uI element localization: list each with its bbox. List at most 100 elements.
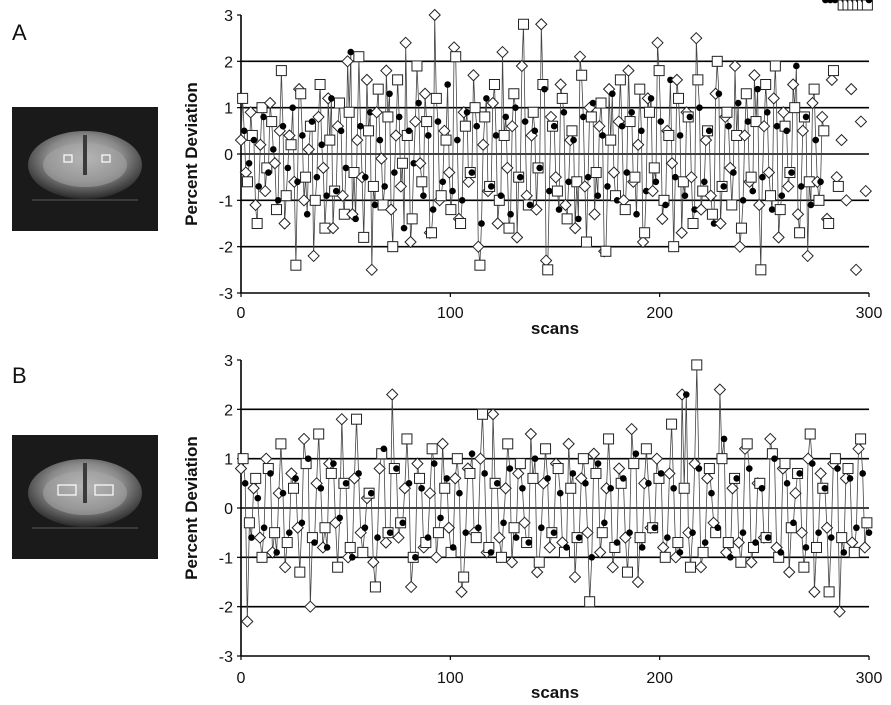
point-diamond <box>562 437 575 451</box>
point-diamond <box>474 452 487 465</box>
point-circle <box>473 122 481 130</box>
point-square <box>619 204 631 216</box>
point-diamond <box>772 231 785 244</box>
y-tick-label: 0 <box>224 501 233 518</box>
point-diamond <box>384 203 398 216</box>
point-circle <box>793 62 800 70</box>
point-circle <box>584 173 592 181</box>
point-circle <box>865 529 873 536</box>
point-diamond <box>757 119 771 133</box>
point-circle <box>323 544 331 551</box>
point-diamond <box>625 422 638 436</box>
point-diamond <box>535 18 548 31</box>
point-diamond <box>685 170 698 184</box>
point-circle <box>437 514 444 522</box>
y-axis-label: Percent Deviation <box>182 82 201 226</box>
point-circle <box>240 127 248 135</box>
point-diamond <box>622 64 635 77</box>
y-tick-label: -2 <box>219 240 233 257</box>
point-circle <box>371 201 379 209</box>
point-circle <box>332 187 340 195</box>
point-square <box>643 106 655 118</box>
point-circle <box>506 465 514 472</box>
point-square <box>250 472 262 484</box>
point-diamond <box>455 585 468 599</box>
point-square <box>470 532 482 544</box>
point-square <box>829 453 841 465</box>
point-diamond <box>404 580 418 594</box>
point-circle <box>328 95 335 102</box>
point-circle <box>638 544 646 551</box>
point-circle <box>563 544 570 551</box>
point-square <box>251 218 263 229</box>
point-circle <box>579 113 587 121</box>
point-diamond <box>297 194 311 207</box>
point-circle <box>456 489 463 497</box>
point-circle <box>619 475 627 482</box>
point-square <box>684 561 696 573</box>
point-diamond <box>849 263 863 277</box>
point-diamond <box>858 541 872 554</box>
point-square <box>605 134 617 146</box>
point-square <box>275 65 287 77</box>
point-square <box>508 88 520 100</box>
point-circle <box>294 178 301 186</box>
point-circle <box>391 169 398 176</box>
point-diamond <box>840 194 853 207</box>
point-square <box>810 541 822 553</box>
point-circle <box>405 127 413 135</box>
point-square <box>823 218 835 229</box>
point-circle <box>434 118 442 125</box>
point-square <box>425 227 437 239</box>
point-circle <box>734 99 742 107</box>
point-circle <box>749 187 757 195</box>
point-square <box>590 167 602 179</box>
point-square <box>343 106 355 118</box>
point-square <box>653 65 665 77</box>
point-circle <box>827 534 835 541</box>
point-circle <box>589 99 597 107</box>
point-diamond <box>554 78 567 91</box>
point-circle <box>671 173 679 181</box>
point-diamond <box>859 184 872 198</box>
point-diamond <box>612 462 626 475</box>
point-circle <box>626 529 633 536</box>
point-circle <box>429 206 437 213</box>
point-square <box>508 522 520 534</box>
point-circle <box>458 197 466 204</box>
point-square <box>533 556 545 568</box>
point-square <box>439 482 451 494</box>
point-diamond <box>335 412 349 426</box>
point-circle <box>725 122 732 130</box>
point-circle <box>313 173 321 181</box>
point-circle <box>507 210 514 218</box>
point-circle <box>618 122 626 130</box>
point-square <box>358 231 370 243</box>
point-square <box>848 546 860 558</box>
point-circle <box>376 136 384 144</box>
point-circle <box>400 224 408 232</box>
point-circle <box>267 470 274 477</box>
point-square <box>640 443 652 455</box>
point-circle <box>708 489 715 497</box>
point-square <box>314 79 326 90</box>
point-diamond <box>249 198 262 212</box>
point-circle <box>689 529 696 536</box>
point-diamond <box>665 157 679 170</box>
point-circle <box>846 475 854 482</box>
point-diamond <box>578 180 592 193</box>
point-diamond <box>389 129 403 142</box>
x-tick-label: 300 <box>856 670 883 687</box>
point-diamond <box>764 432 777 446</box>
point-circle <box>768 206 776 213</box>
point-diamond <box>331 119 345 133</box>
point-circle <box>454 136 461 144</box>
point-square <box>237 92 249 104</box>
point-diamond <box>307 249 320 263</box>
point-diamond <box>675 226 688 239</box>
point-circle <box>449 187 456 195</box>
point-circle <box>497 192 505 199</box>
point-diamond <box>782 180 795 193</box>
point-diamond <box>636 235 650 249</box>
point-diamond <box>462 175 475 189</box>
